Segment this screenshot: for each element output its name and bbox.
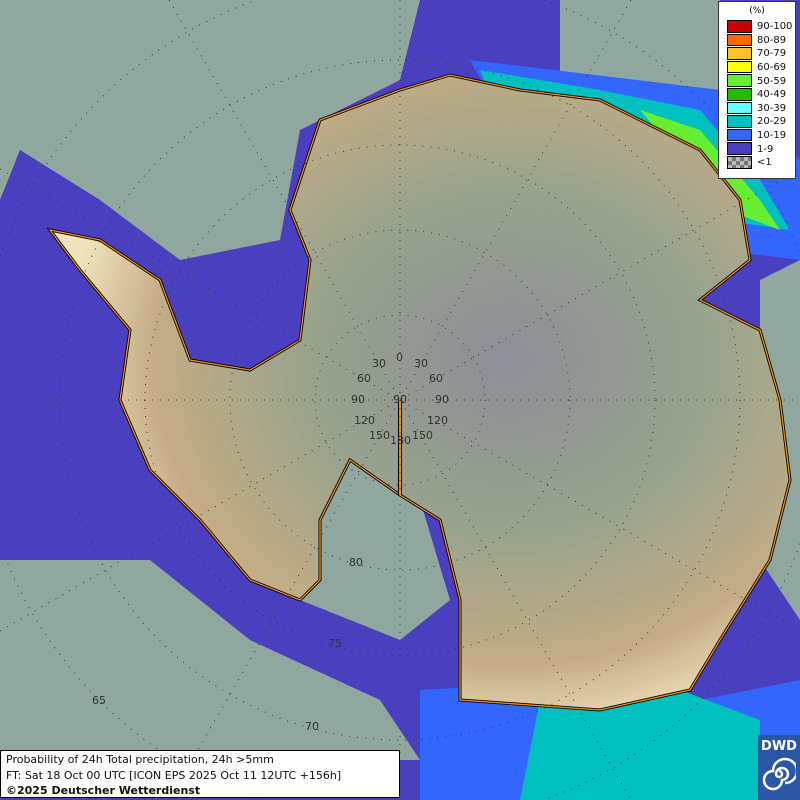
legend-swatch <box>727 128 752 142</box>
legend-swatch <box>727 60 752 74</box>
footer-info: Probability of 24h Total precipitation, … <box>0 750 400 798</box>
lat-label: 65 <box>92 694 106 707</box>
lat-label: 75 <box>328 637 342 650</box>
lon-label: 90 <box>351 393 365 406</box>
low-probability-area <box>0 0 420 260</box>
legend-item: 20-29 <box>719 115 795 129</box>
legend-swatch <box>727 33 752 47</box>
legend-item: 30-39 <box>719 101 795 116</box>
legend-item: 10-19 <box>719 128 795 143</box>
legend-item: 50-59 <box>719 74 795 88</box>
coastline <box>48 74 791 711</box>
legend-label: 90-100 <box>757 21 793 33</box>
dwd-logo: DWD <box>758 735 800 800</box>
legend-unit: (%) <box>749 6 765 16</box>
graticule-labels: 0 30 30 60 60 90 90 90 120 120 150 150 1… <box>92 351 449 733</box>
legend-label: 40-49 <box>757 89 787 101</box>
lon-label: 150 <box>369 429 390 442</box>
lon-label: 90 <box>393 393 407 406</box>
legend-item: 1-9 <box>719 142 795 156</box>
lon-label: 30 <box>414 357 428 370</box>
legend-item: <1 <box>719 155 795 170</box>
legend-swatch <box>727 87 752 101</box>
legend-label: 60-69 <box>757 62 787 74</box>
lon-label: 120 <box>427 414 448 427</box>
lon-label: 150 <box>412 429 433 442</box>
legend-label: 80-89 <box>757 34 787 46</box>
legend-item: 40-49 <box>719 87 795 102</box>
legend-item: 60-69 <box>719 60 795 75</box>
lat-label: 80 <box>349 556 363 569</box>
lon-label: 60 <box>429 372 443 385</box>
legend-swatch <box>727 155 752 169</box>
precip-area-high <box>520 690 760 800</box>
legend-swatch <box>727 74 752 87</box>
lon-label: 90 <box>435 393 449 406</box>
legend-item: 70-79 <box>719 47 795 61</box>
legend-item: 90-100 <box>719 20 795 34</box>
legend-swatch <box>727 142 752 155</box>
legend-item: 80-89 <box>719 33 795 48</box>
legend-label: 20-29 <box>757 116 787 128</box>
low-probability-area <box>0 560 420 760</box>
legend-swatch <box>727 47 752 60</box>
lon-label: 120 <box>354 414 375 427</box>
spiral-icon <box>762 757 796 791</box>
legend-swatch <box>727 20 752 33</box>
forecast-time: FT: Sat 18 Oct 00 UTC [ICON EPS 2025 Oct… <box>6 768 342 782</box>
lat-label: 70 <box>305 720 319 733</box>
logo-text: DWD <box>761 739 797 754</box>
legend-swatch <box>727 115 752 128</box>
legend-label: <1 <box>757 157 772 169</box>
lon-label: 30 <box>372 357 386 370</box>
legend-label: 1-9 <box>757 143 774 155</box>
copyright: ©2025 Deutscher Wetterdienst <box>6 784 201 797</box>
lon-label: 60 <box>357 372 371 385</box>
legend-swatch <box>727 101 752 115</box>
legend: (%) 90-100 80-89 70-79 60-69 50-59 40-49 30-39… <box>718 1 796 179</box>
product-title: Probability of 24h Total precipitation, … <box>6 753 274 766</box>
lon-label: 180 <box>390 434 411 447</box>
legend-label: 50-59 <box>757 75 787 87</box>
lon-label: 0 <box>396 351 403 364</box>
legend-label: 70-79 <box>757 48 787 60</box>
legend-label: 30-39 <box>757 102 787 114</box>
legend-label: 10-19 <box>757 130 787 142</box>
